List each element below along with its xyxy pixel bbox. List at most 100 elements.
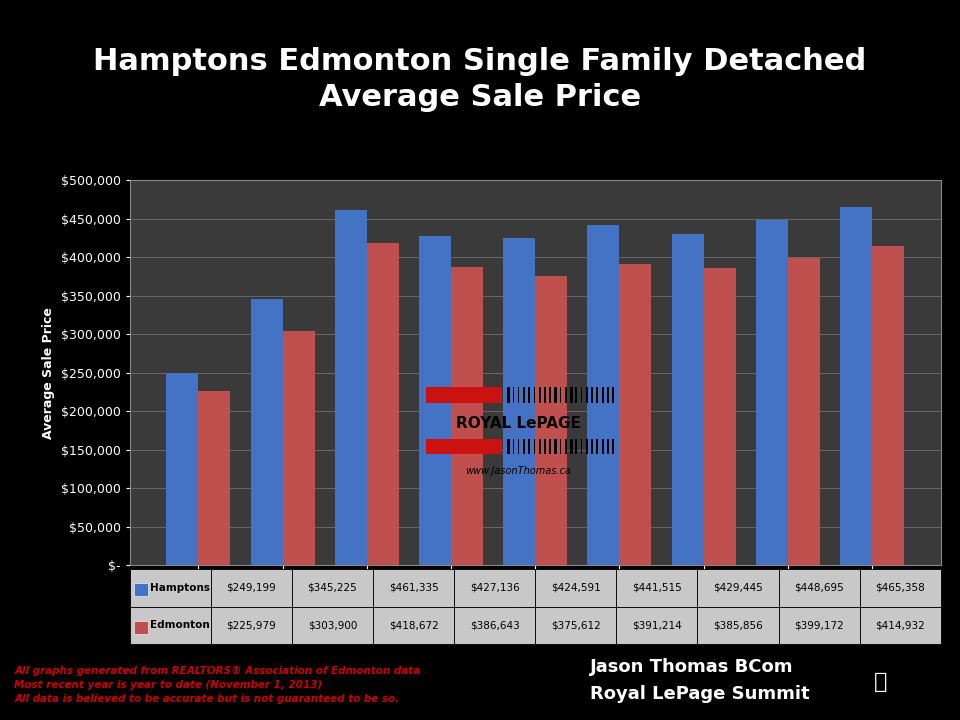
Bar xyxy=(596,387,598,403)
Bar xyxy=(454,569,536,606)
Bar xyxy=(860,606,941,644)
Bar xyxy=(586,438,588,454)
Bar xyxy=(616,606,697,644)
Bar xyxy=(560,387,562,403)
Bar xyxy=(602,387,604,403)
Text: $249,199: $249,199 xyxy=(227,582,276,593)
Text: All graphs generated from REALTORS® Association of Edmonton data
Most recent yea: All graphs generated from REALTORS® Asso… xyxy=(14,666,420,704)
Text: $427,136: $427,136 xyxy=(469,582,519,593)
Bar xyxy=(560,438,562,454)
Bar xyxy=(503,238,536,565)
Text: $303,900: $303,900 xyxy=(308,621,357,631)
Bar xyxy=(612,438,613,454)
Bar xyxy=(130,606,211,644)
Bar xyxy=(860,569,941,606)
Bar xyxy=(697,606,779,644)
Bar xyxy=(166,373,199,565)
Bar xyxy=(596,438,598,454)
Text: $225,979: $225,979 xyxy=(227,621,276,631)
Bar xyxy=(840,207,872,565)
Bar xyxy=(544,438,545,454)
Text: Average Sale Price: Average Sale Price xyxy=(319,83,641,112)
Text: ROYAL LePAGE: ROYAL LePAGE xyxy=(456,415,581,431)
Bar xyxy=(425,438,502,454)
Bar xyxy=(534,387,535,403)
Bar xyxy=(619,264,652,565)
Bar xyxy=(549,387,551,403)
Bar xyxy=(211,606,292,644)
Bar xyxy=(704,268,735,565)
Bar xyxy=(507,387,510,403)
Bar xyxy=(523,438,525,454)
Text: $399,172: $399,172 xyxy=(794,621,844,631)
Bar xyxy=(513,387,515,403)
Bar xyxy=(367,243,398,565)
Text: $441,515: $441,515 xyxy=(632,582,682,593)
Bar xyxy=(536,606,616,644)
Bar xyxy=(133,582,148,596)
Bar xyxy=(570,438,572,454)
Bar xyxy=(779,569,860,606)
Text: $414,932: $414,932 xyxy=(876,621,925,631)
Text: $386,643: $386,643 xyxy=(469,621,519,631)
Bar xyxy=(517,387,519,403)
Bar xyxy=(672,234,704,565)
Bar xyxy=(555,387,557,403)
Bar xyxy=(565,438,566,454)
Text: Hamptons Edmonton Single Family Detached: Hamptons Edmonton Single Family Detached xyxy=(93,47,867,76)
Bar xyxy=(586,387,588,403)
Bar xyxy=(211,569,292,606)
Bar xyxy=(697,569,779,606)
Bar xyxy=(536,276,567,565)
Bar xyxy=(372,569,454,606)
Bar xyxy=(517,438,519,454)
Text: $448,695: $448,695 xyxy=(794,582,844,593)
Bar xyxy=(581,387,583,403)
Text: $465,358: $465,358 xyxy=(876,582,925,593)
Bar xyxy=(539,438,541,454)
Bar xyxy=(616,569,697,606)
Bar xyxy=(591,387,592,403)
Bar xyxy=(756,220,788,565)
Y-axis label: Average Sale Price: Average Sale Price xyxy=(42,307,55,438)
Text: Edmonton: Edmonton xyxy=(150,621,209,631)
Bar xyxy=(575,387,577,403)
Bar xyxy=(536,569,616,606)
Bar xyxy=(575,438,577,454)
Bar xyxy=(372,606,454,644)
Bar xyxy=(607,438,609,454)
Bar xyxy=(130,569,211,606)
Bar xyxy=(513,438,515,454)
Bar xyxy=(591,438,592,454)
Text: $424,591: $424,591 xyxy=(551,582,601,593)
Text: $418,672: $418,672 xyxy=(389,621,439,631)
Text: $385,856: $385,856 xyxy=(713,621,763,631)
Bar xyxy=(549,438,551,454)
Text: $391,214: $391,214 xyxy=(632,621,682,631)
Bar xyxy=(555,438,557,454)
Text: $375,612: $375,612 xyxy=(551,621,601,631)
Bar xyxy=(565,387,566,403)
Bar xyxy=(872,246,904,565)
Bar xyxy=(199,391,230,565)
Bar xyxy=(523,387,525,403)
Bar xyxy=(419,236,451,565)
Text: 📷: 📷 xyxy=(875,672,887,692)
Bar xyxy=(588,225,619,565)
Bar xyxy=(602,438,604,454)
Bar xyxy=(292,569,372,606)
Text: Hamptons: Hamptons xyxy=(150,582,210,593)
Bar xyxy=(539,387,541,403)
Bar xyxy=(779,606,860,644)
Bar xyxy=(251,300,282,565)
Bar xyxy=(507,438,510,454)
Bar xyxy=(528,387,530,403)
Bar xyxy=(133,621,148,634)
Bar xyxy=(534,438,535,454)
Bar xyxy=(544,387,545,403)
Text: www.JasonThomas.ca: www.JasonThomas.ca xyxy=(466,466,571,476)
Bar xyxy=(581,438,583,454)
Bar xyxy=(282,331,315,565)
Bar xyxy=(528,438,530,454)
Bar xyxy=(292,606,372,644)
